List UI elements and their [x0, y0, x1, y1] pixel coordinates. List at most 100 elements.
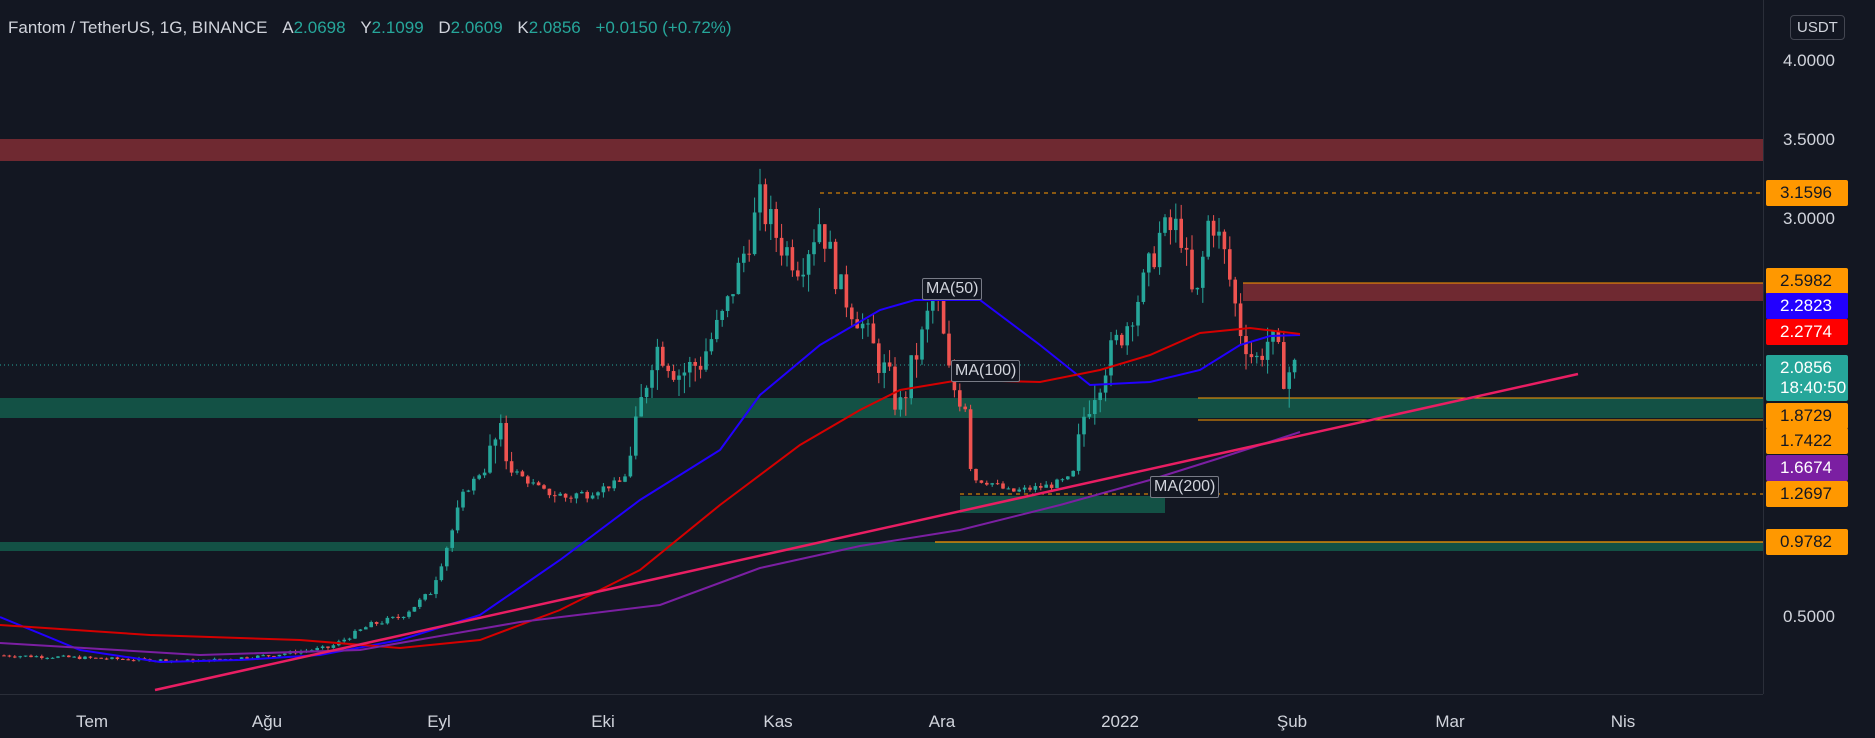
candle-body	[1163, 217, 1167, 233]
candle-body	[1044, 484, 1048, 488]
candle-body	[18, 656, 22, 658]
high-value: 2.1099	[371, 18, 424, 37]
candle-body	[520, 471, 525, 477]
candle-body	[623, 476, 627, 482]
candle-body	[450, 530, 454, 548]
candle-body	[671, 371, 676, 380]
candle-body	[239, 657, 244, 660]
candle-body	[914, 355, 919, 360]
candle-body	[509, 461, 514, 473]
symbol-header: Fantom / TetherUS, 1G, BINANCE A2.0698 Y…	[8, 18, 732, 38]
currency-button[interactable]: USDT	[1790, 15, 1845, 40]
chart-area[interactable]	[0, 0, 1763, 694]
candle-body	[1033, 486, 1038, 490]
candle-body	[185, 659, 190, 661]
candle-body	[1282, 342, 1286, 389]
candle-body	[1071, 470, 1075, 477]
candle-body	[1130, 325, 1135, 327]
time-label: Mar	[1435, 712, 1465, 731]
candle-body	[1055, 479, 1059, 488]
candle-body	[941, 299, 946, 334]
candle-body	[887, 362, 892, 367]
candle-body	[1120, 334, 1124, 346]
time-label: 2022	[1101, 712, 1139, 731]
candle-body	[110, 657, 114, 659]
price-level-tag: 1.7422	[1766, 428, 1848, 454]
candle-body	[266, 655, 271, 657]
candle-body	[650, 370, 654, 388]
candle-body	[158, 659, 163, 661]
ma200-label[interactable]: MA(200)	[1150, 476, 1220, 498]
candle-body	[1017, 489, 1021, 492]
candle-body	[1168, 217, 1173, 231]
price-level-tag: 2.5982	[1766, 268, 1848, 294]
candle-body	[634, 416, 638, 456]
candle-body	[1217, 231, 1221, 236]
candle-body	[115, 657, 120, 659]
price-axis[interactable]	[1763, 0, 1875, 694]
candle-body	[1109, 340, 1113, 376]
price-tick-label: 4.0000	[1783, 51, 1835, 70]
ma50-label[interactable]: MA(50)	[922, 278, 983, 300]
candle-body	[358, 629, 363, 631]
candle-body	[1201, 256, 1205, 288]
candle-body	[72, 656, 76, 658]
candle-body	[904, 397, 908, 399]
low-value: 2.0609	[450, 18, 503, 37]
candle-body	[1147, 253, 1151, 273]
candle-body	[866, 323, 870, 325]
support-zone-low	[0, 542, 1763, 551]
candle-body	[909, 355, 913, 399]
price-tick-label: 3.0000	[1783, 209, 1835, 228]
candle-body	[40, 656, 44, 658]
candle-body	[806, 254, 811, 275]
candle-body	[698, 365, 703, 370]
ma100-label[interactable]: MA(100)	[951, 360, 1021, 382]
time-axis[interactable]	[0, 694, 1763, 738]
candle-body	[331, 645, 336, 648]
last-price: 2.0856	[1780, 358, 1832, 377]
candle-body	[1076, 434, 1081, 471]
candle-body	[731, 294, 735, 297]
candle-body	[661, 346, 665, 366]
price-chart[interactable]	[0, 0, 1763, 694]
candle-body	[461, 491, 465, 508]
candle-body	[704, 351, 708, 370]
candle-body	[504, 423, 508, 462]
candle-body	[709, 339, 714, 352]
candle-body	[418, 599, 422, 607]
candle-body	[1233, 279, 1237, 304]
candle-body	[396, 616, 400, 619]
candle-body	[1152, 253, 1156, 268]
candle-body	[963, 406, 967, 410]
candle-body	[88, 656, 93, 658]
candle-body	[569, 497, 573, 499]
candle-body	[612, 480, 616, 489]
candle-body	[931, 294, 935, 311]
candle-body	[347, 638, 352, 640]
candle-body	[596, 492, 600, 496]
candle-body	[455, 507, 460, 531]
candle-body	[925, 310, 930, 330]
candle-body	[536, 482, 541, 486]
candle-body	[898, 397, 903, 410]
candle-body	[45, 657, 49, 659]
candle-body	[445, 547, 449, 567]
candle-body	[833, 241, 838, 290]
ma50-line	[0, 299, 1301, 664]
candle-body	[412, 606, 417, 612]
price-level-tag: 0.9782	[1766, 529, 1848, 555]
candle-body	[1049, 484, 1054, 488]
high-label: Y	[360, 18, 372, 37]
candle-body	[574, 493, 579, 499]
candle-body	[245, 657, 249, 659]
candle-body	[94, 657, 98, 659]
candle-body	[423, 594, 427, 600]
candle-body	[61, 655, 66, 657]
candle-body	[283, 653, 287, 655]
candle-body	[1238, 303, 1243, 337]
candle-body	[974, 468, 978, 481]
time-label: Eki	[591, 712, 615, 731]
price-level-tag: 1.8729	[1766, 403, 1848, 429]
time-label: Kas	[763, 712, 793, 731]
